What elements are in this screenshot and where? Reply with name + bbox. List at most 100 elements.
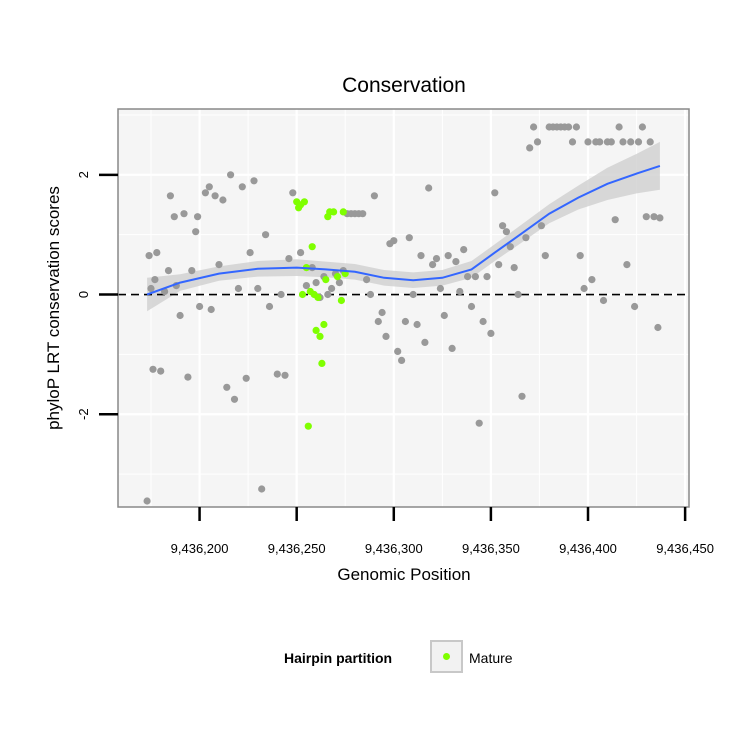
point-mature bbox=[333, 273, 342, 281]
point-other bbox=[265, 302, 274, 311]
point-other bbox=[149, 365, 157, 373]
point-other bbox=[499, 222, 507, 230]
point-other bbox=[638, 123, 647, 131]
point-other bbox=[413, 320, 421, 329]
point-other bbox=[654, 323, 662, 332]
y-tick-label: 2 bbox=[76, 171, 91, 178]
point-other bbox=[153, 249, 161, 257]
point-other bbox=[328, 284, 336, 293]
point-other bbox=[491, 189, 499, 197]
point-other bbox=[312, 279, 320, 287]
point-other bbox=[514, 290, 522, 299]
point-other bbox=[147, 284, 155, 293]
point-other bbox=[390, 237, 398, 245]
y-tick-label: -2 bbox=[76, 408, 91, 420]
point-other bbox=[277, 290, 285, 299]
point-other bbox=[452, 258, 460, 266]
point-other bbox=[656, 214, 664, 222]
point-other bbox=[254, 284, 262, 293]
point-mature bbox=[308, 243, 316, 251]
point-other bbox=[281, 371, 289, 379]
point-other bbox=[180, 210, 188, 218]
point-other bbox=[580, 284, 588, 293]
point-other bbox=[398, 356, 406, 364]
point-other bbox=[230, 395, 239, 403]
point-mature bbox=[314, 293, 322, 302]
point-other bbox=[440, 311, 448, 320]
x-tick-label: 9,436,450 bbox=[656, 541, 714, 556]
point-other bbox=[215, 261, 223, 269]
point-mature bbox=[312, 326, 320, 334]
point-other bbox=[623, 261, 631, 269]
legend-label-mature: Mature bbox=[469, 650, 513, 666]
point-other bbox=[487, 329, 495, 337]
point-other bbox=[576, 252, 584, 260]
points-layer bbox=[143, 123, 664, 505]
point-other bbox=[164, 267, 173, 275]
point-other bbox=[227, 171, 235, 179]
point-other bbox=[456, 287, 464, 296]
point-other bbox=[242, 374, 250, 382]
point-other bbox=[642, 213, 650, 221]
point-other bbox=[464, 273, 472, 281]
point-other bbox=[584, 138, 592, 146]
point-mature bbox=[318, 359, 326, 367]
legend-title: Hairpin partition bbox=[284, 650, 392, 666]
point-mature bbox=[304, 422, 312, 430]
point-other bbox=[526, 144, 534, 152]
point-other bbox=[537, 222, 546, 230]
point-other bbox=[223, 383, 231, 391]
point-other bbox=[619, 138, 627, 146]
point-other bbox=[572, 123, 581, 131]
x-tick-label: 9,436,200 bbox=[171, 541, 229, 556]
point-other bbox=[366, 290, 375, 299]
point-other bbox=[170, 213, 178, 221]
point-other bbox=[607, 138, 615, 146]
point-other bbox=[335, 279, 343, 287]
point-other bbox=[143, 497, 151, 505]
point-other bbox=[479, 317, 487, 326]
point-other bbox=[518, 392, 526, 400]
point-other bbox=[374, 317, 382, 326]
point-other bbox=[401, 317, 409, 326]
point-other bbox=[211, 192, 219, 200]
point-other bbox=[238, 183, 246, 191]
point-mature bbox=[300, 198, 308, 206]
point-other bbox=[196, 302, 204, 311]
point-mature bbox=[320, 320, 328, 329]
point-other bbox=[205, 183, 213, 191]
point-other bbox=[258, 485, 266, 493]
point-other bbox=[359, 210, 367, 218]
y-tick-label: 0 bbox=[76, 291, 91, 298]
point-mature bbox=[322, 276, 330, 284]
chart-title: Conservation bbox=[342, 74, 466, 97]
point-other bbox=[483, 273, 491, 281]
point-other bbox=[273, 370, 281, 378]
point-other bbox=[285, 255, 293, 263]
x-tick-label: 9,436,250 bbox=[268, 541, 326, 556]
point-other bbox=[506, 243, 514, 251]
point-other bbox=[615, 123, 623, 131]
x-axis-label: Genomic Position bbox=[337, 565, 470, 584]
point-other bbox=[378, 308, 386, 317]
point-other bbox=[599, 296, 608, 305]
point-other bbox=[611, 216, 619, 224]
plot-border bbox=[117, 108, 690, 508]
point-mature bbox=[339, 208, 347, 216]
point-other bbox=[151, 276, 159, 284]
point-other bbox=[363, 276, 371, 284]
point-other bbox=[176, 311, 184, 320]
point-other bbox=[541, 252, 549, 260]
x-tick-label: 9,436,400 bbox=[559, 541, 617, 556]
point-other bbox=[207, 305, 215, 314]
point-other bbox=[471, 273, 479, 281]
point-other bbox=[634, 138, 643, 146]
x-tick-label: 9,436,350 bbox=[462, 541, 520, 556]
point-other bbox=[448, 344, 456, 352]
point-other bbox=[565, 123, 573, 131]
point-other bbox=[289, 189, 297, 197]
point-other bbox=[425, 184, 433, 192]
point-other bbox=[157, 367, 165, 375]
y-axis-ticks: -2 0 2 bbox=[76, 171, 118, 420]
